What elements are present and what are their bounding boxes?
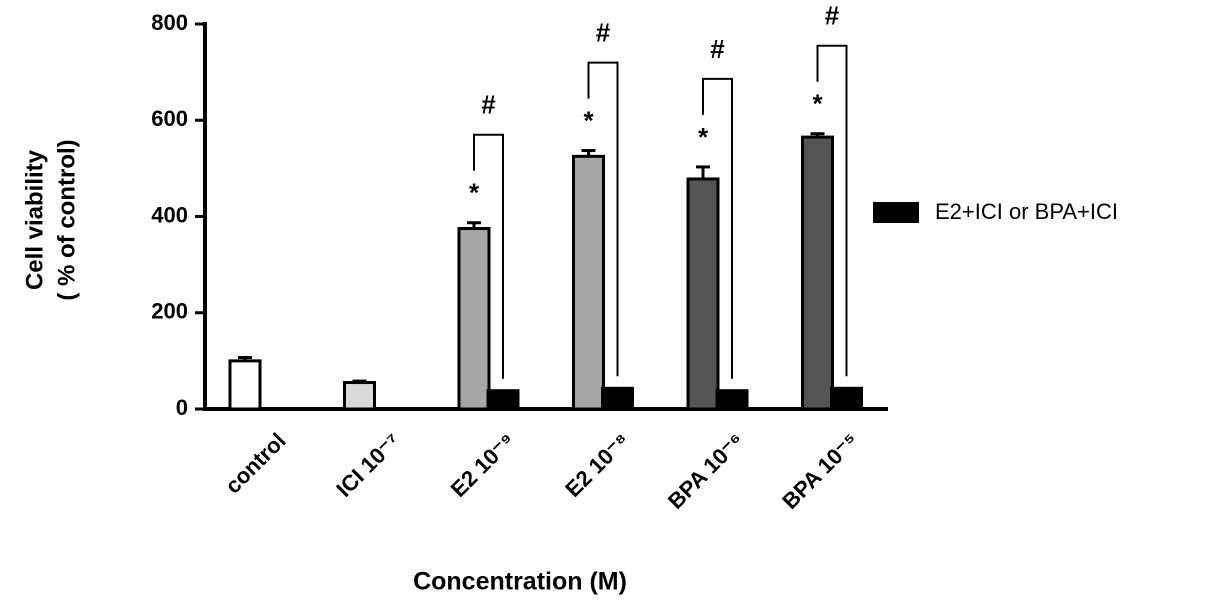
- significance-mark: *: [583, 105, 594, 135]
- x-tick-label: E2 10⁻⁸: [560, 428, 634, 502]
- x-tick-label: ICI 10⁻⁷: [331, 428, 405, 502]
- y-tick-label: 400: [151, 202, 188, 227]
- comparison-mark: #: [710, 34, 725, 64]
- bar: [343, 381, 376, 411]
- bar: [801, 135, 834, 411]
- bar: [228, 359, 262, 411]
- bar: [715, 389, 749, 411]
- y-tick-label: 800: [151, 10, 188, 35]
- x-tick-label: control: [220, 428, 290, 498]
- significance-mark: *: [812, 89, 823, 119]
- bar: [830, 386, 863, 411]
- bar: [686, 177, 720, 411]
- x-axis-title: Concentration (M): [413, 568, 627, 596]
- bar: [457, 227, 491, 411]
- bar: [486, 389, 520, 411]
- significance-mark: *: [469, 178, 480, 208]
- y-tick-label: 600: [151, 106, 188, 131]
- bar: [601, 386, 634, 411]
- x-tick-label: BPA 10⁻⁵: [777, 428, 863, 514]
- comparison-mark: #: [596, 17, 611, 47]
- legend-label: E2+ICI or BPA+ICI: [935, 199, 1118, 224]
- legend-swatch: [873, 202, 919, 223]
- comparison-bracket: [816, 44, 848, 377]
- y-axis-title: ( % of control): [53, 139, 80, 300]
- x-tick-label: BPA 10⁻⁶: [663, 428, 749, 514]
- comparison-bracket: [587, 61, 619, 377]
- comparison-bracket: [473, 133, 504, 379]
- y-axis-title: Cell viability: [21, 149, 48, 290]
- comparison-mark: #: [825, 1, 840, 31]
- comparison-mark: #: [481, 90, 496, 120]
- y-tick-label: 0: [176, 395, 188, 420]
- significance-mark: *: [698, 122, 709, 152]
- y-tick-label: 200: [151, 299, 188, 324]
- comparison-bracket: [702, 77, 733, 379]
- bar: [572, 154, 605, 411]
- x-tick-label: E2 10⁻⁹: [446, 428, 520, 502]
